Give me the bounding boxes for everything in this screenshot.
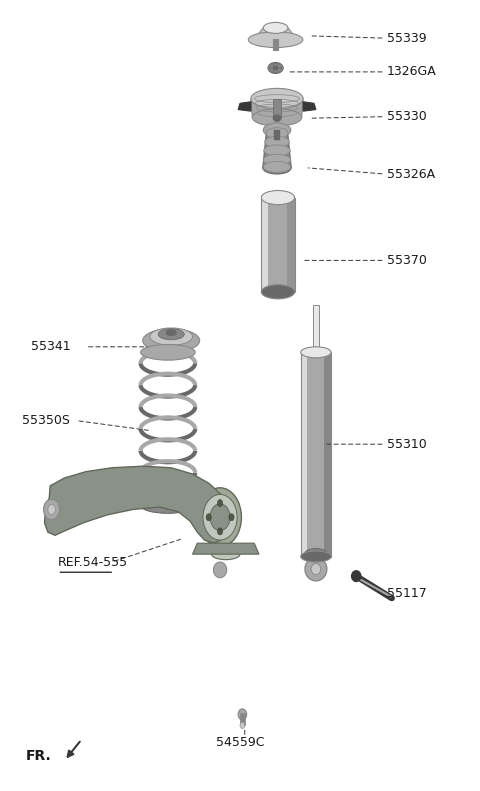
Polygon shape	[263, 130, 291, 168]
Ellipse shape	[264, 136, 289, 147]
Polygon shape	[301, 352, 331, 557]
Polygon shape	[276, 63, 282, 68]
Text: 55339: 55339	[387, 32, 427, 44]
Text: 54559C: 54559C	[216, 736, 265, 749]
Polygon shape	[272, 68, 279, 73]
Ellipse shape	[48, 505, 56, 514]
Ellipse shape	[141, 344, 195, 360]
Polygon shape	[276, 68, 282, 73]
Ellipse shape	[217, 500, 223, 507]
Ellipse shape	[229, 513, 234, 520]
Text: 55341: 55341	[31, 340, 71, 354]
Ellipse shape	[263, 154, 291, 165]
Ellipse shape	[311, 563, 321, 574]
Ellipse shape	[251, 89, 303, 109]
Ellipse shape	[301, 551, 331, 562]
Ellipse shape	[301, 346, 331, 358]
Polygon shape	[261, 198, 295, 292]
Ellipse shape	[263, 22, 288, 33]
Polygon shape	[251, 99, 303, 117]
Polygon shape	[45, 466, 229, 543]
Ellipse shape	[240, 722, 245, 729]
Ellipse shape	[203, 494, 237, 540]
Ellipse shape	[143, 329, 200, 352]
Ellipse shape	[206, 513, 211, 520]
Polygon shape	[288, 198, 295, 292]
Ellipse shape	[263, 123, 291, 137]
Text: FR.: FR.	[25, 749, 51, 763]
Ellipse shape	[217, 528, 223, 535]
Ellipse shape	[273, 115, 281, 121]
Ellipse shape	[273, 66, 278, 70]
Ellipse shape	[214, 562, 227, 577]
Polygon shape	[301, 352, 307, 557]
Text: REF.54-555: REF.54-555	[57, 555, 128, 569]
Ellipse shape	[248, 32, 303, 47]
Text: 55330: 55330	[387, 110, 427, 123]
Polygon shape	[324, 352, 331, 557]
Ellipse shape	[263, 161, 291, 174]
Ellipse shape	[199, 488, 241, 547]
Polygon shape	[303, 102, 316, 112]
Ellipse shape	[210, 504, 230, 531]
Ellipse shape	[264, 145, 290, 156]
Ellipse shape	[212, 549, 240, 560]
Text: 1326GA: 1326GA	[387, 66, 437, 78]
Ellipse shape	[141, 498, 195, 513]
Text: 55310: 55310	[387, 437, 427, 451]
Bar	[273, 39, 278, 50]
Bar	[273, 99, 281, 118]
Ellipse shape	[266, 127, 288, 138]
Ellipse shape	[166, 330, 177, 336]
Ellipse shape	[305, 558, 327, 581]
Ellipse shape	[261, 285, 295, 299]
Ellipse shape	[150, 328, 192, 345]
Polygon shape	[254, 28, 298, 40]
Polygon shape	[269, 68, 276, 73]
Text: 55326A: 55326A	[387, 168, 435, 180]
Bar	[240, 713, 245, 725]
Polygon shape	[238, 102, 251, 112]
Ellipse shape	[261, 191, 295, 205]
Text: 55370: 55370	[387, 254, 427, 267]
Polygon shape	[272, 63, 279, 68]
Bar	[274, 130, 280, 140]
Ellipse shape	[263, 161, 291, 172]
Bar	[313, 305, 319, 352]
Ellipse shape	[351, 570, 361, 581]
Ellipse shape	[238, 709, 247, 720]
Polygon shape	[261, 198, 268, 292]
Ellipse shape	[44, 499, 60, 520]
Text: 55117: 55117	[387, 587, 427, 600]
Ellipse shape	[305, 549, 327, 558]
Ellipse shape	[268, 62, 283, 74]
Text: 55350S: 55350S	[22, 414, 70, 427]
Ellipse shape	[252, 109, 301, 126]
Ellipse shape	[158, 329, 184, 339]
Polygon shape	[192, 543, 259, 554]
Polygon shape	[269, 63, 276, 68]
